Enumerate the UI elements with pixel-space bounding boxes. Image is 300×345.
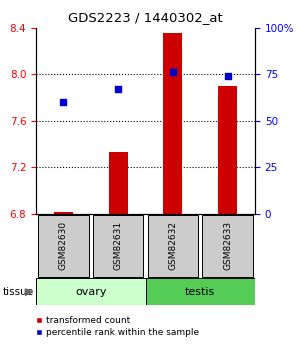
Text: ovary: ovary xyxy=(75,287,106,296)
Point xyxy=(61,99,66,105)
Text: GSM82631: GSM82631 xyxy=(114,221,123,270)
Bar xyxy=(93,215,143,277)
Point xyxy=(170,70,175,75)
Text: tissue: tissue xyxy=(3,287,34,296)
Bar xyxy=(202,215,253,277)
Bar xyxy=(218,86,237,214)
Point xyxy=(225,73,230,79)
Bar xyxy=(146,278,255,305)
Bar xyxy=(54,211,73,214)
Bar xyxy=(38,215,88,277)
Text: testis: testis xyxy=(185,287,215,296)
Point xyxy=(116,86,121,92)
Title: GDS2223 / 1440302_at: GDS2223 / 1440302_at xyxy=(68,11,223,24)
Bar xyxy=(163,33,182,214)
Bar xyxy=(109,152,128,214)
Bar xyxy=(36,278,146,305)
Text: GSM82632: GSM82632 xyxy=(168,221,177,270)
Text: GSM82630: GSM82630 xyxy=(59,221,68,270)
Text: GSM82633: GSM82633 xyxy=(223,221,232,270)
Text: ▶: ▶ xyxy=(25,287,33,296)
Bar xyxy=(148,215,198,277)
Legend: transformed count, percentile rank within the sample: transformed count, percentile rank withi… xyxy=(32,313,203,341)
